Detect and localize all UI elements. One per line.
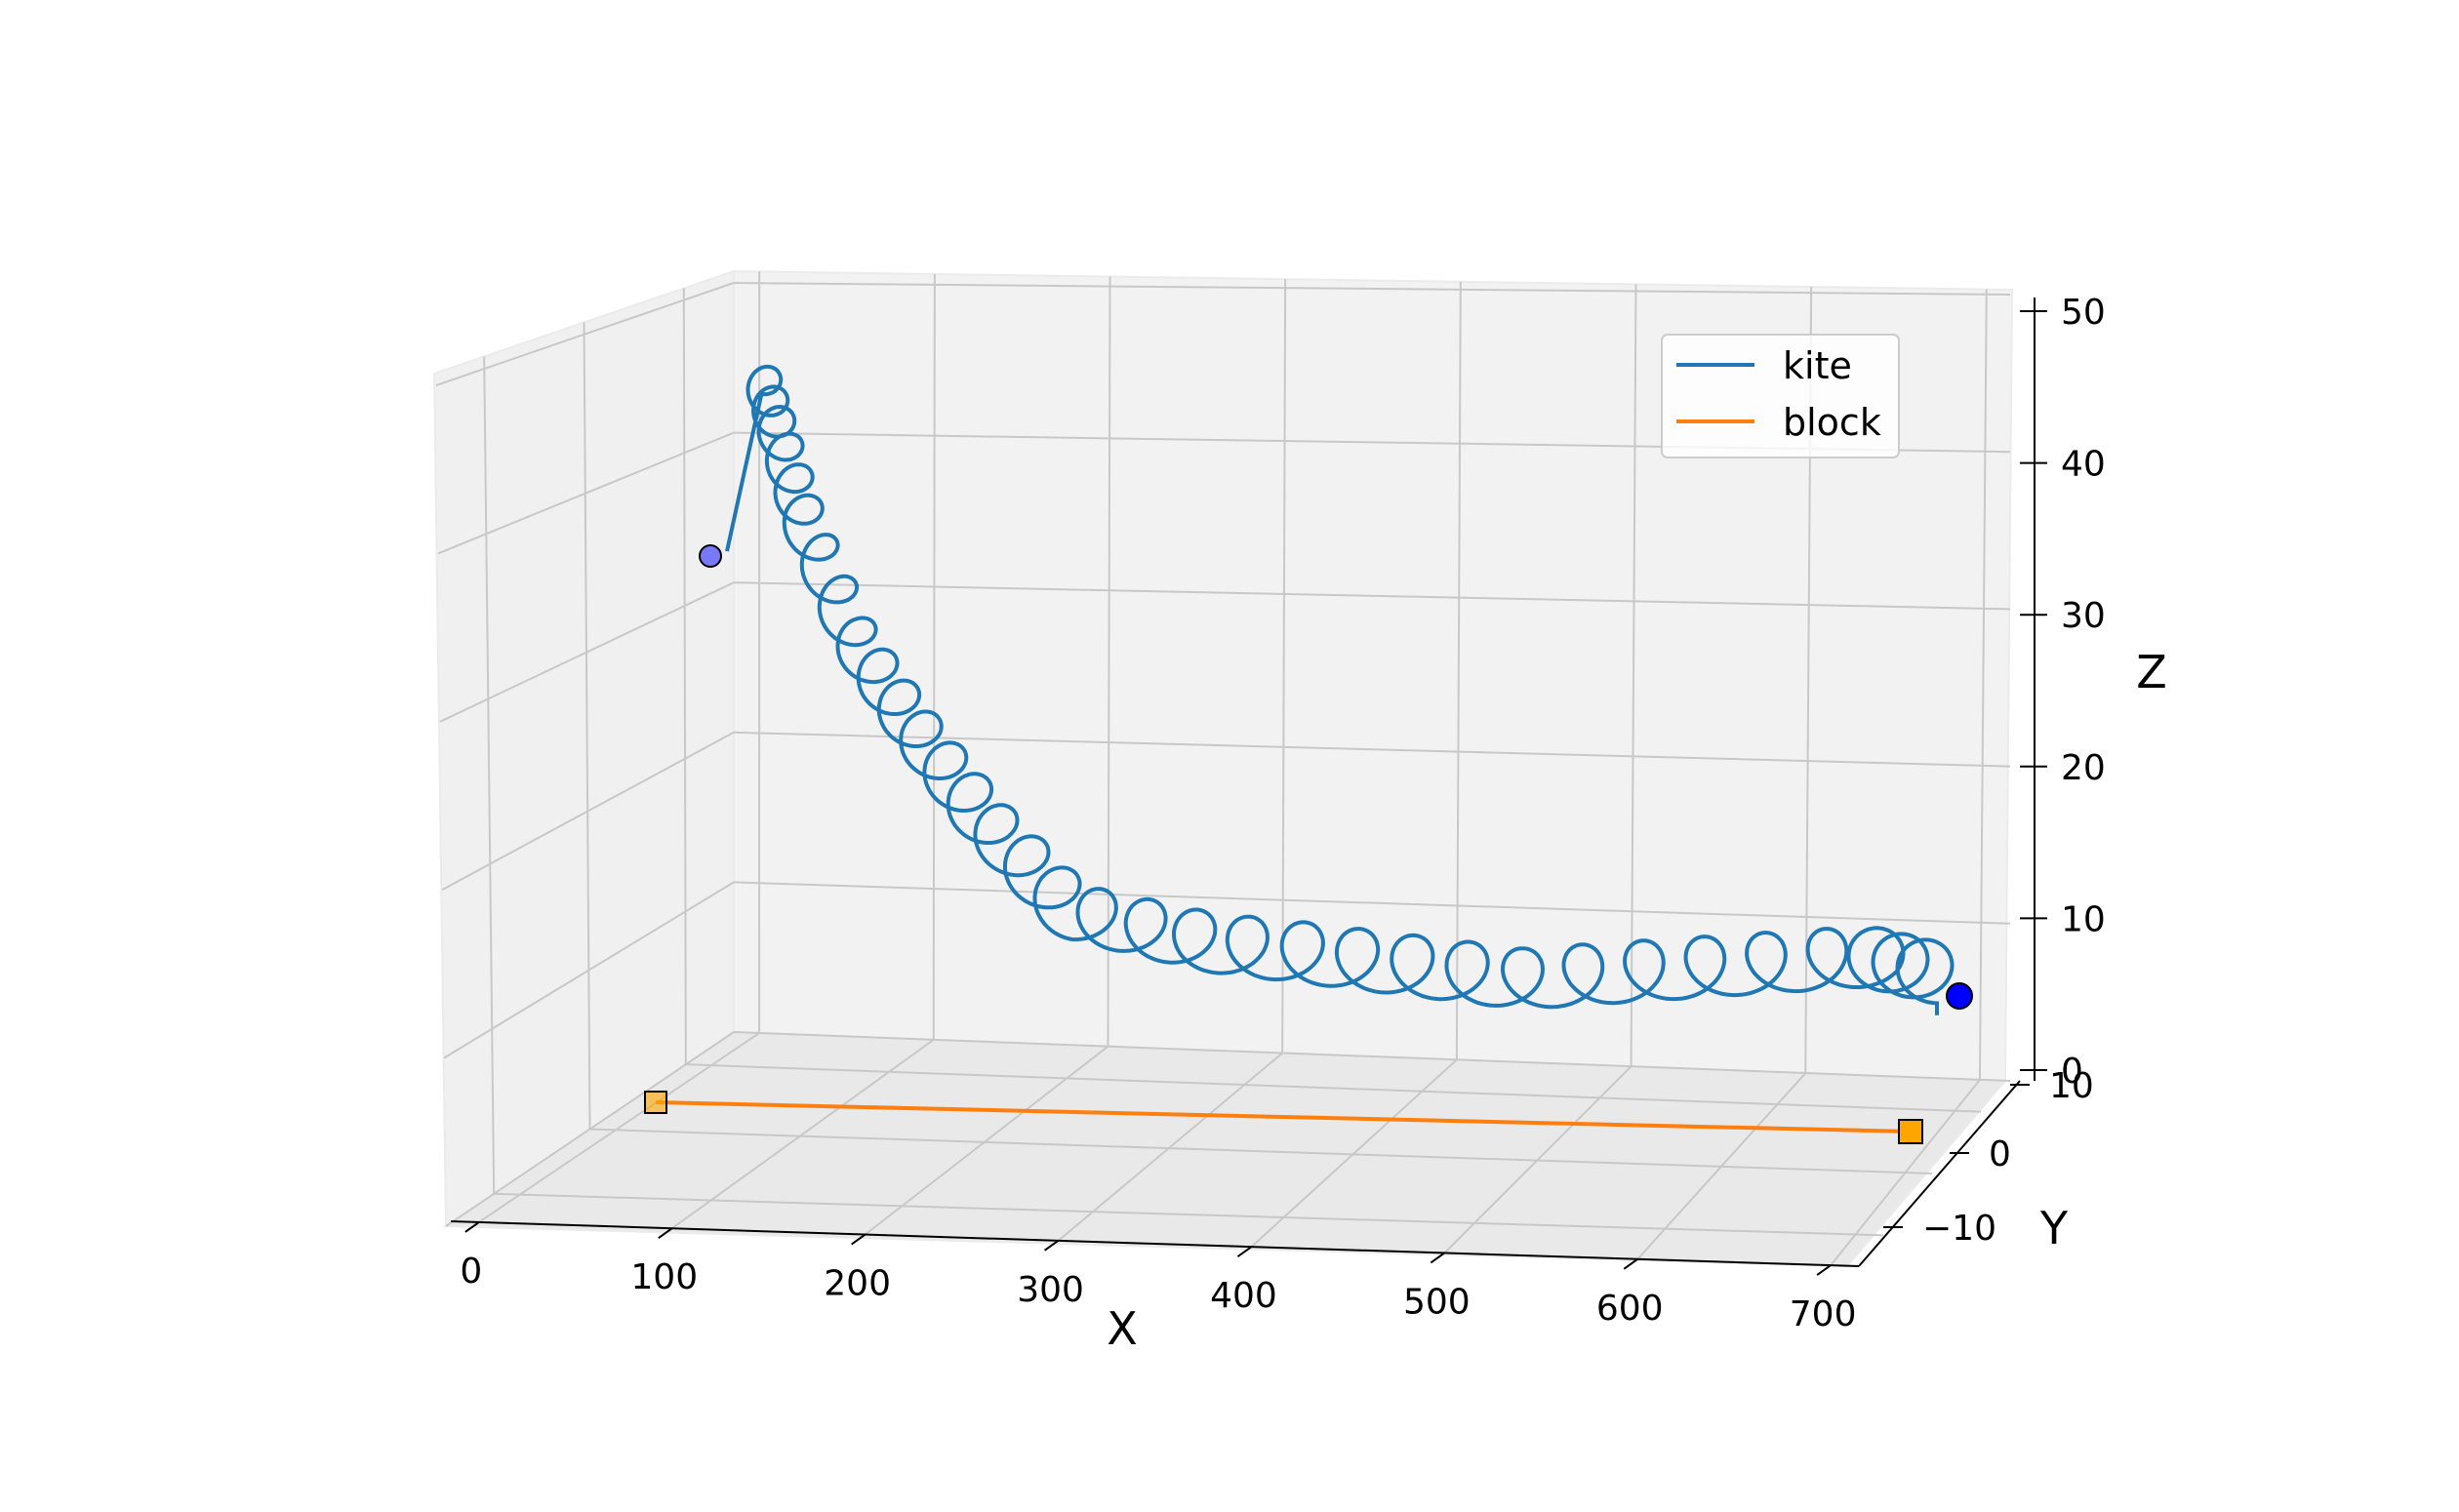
legend-kite-label: kite xyxy=(1783,344,1852,387)
x-ticks: 0 100 200 300 400 500 600 700 xyxy=(460,1221,1857,1334)
x-tick-mark xyxy=(1816,1264,1832,1276)
grid-y-side-line xyxy=(583,322,591,1130)
y-ticks: −10 0 10 xyxy=(1883,1066,2094,1249)
x-tick-mark xyxy=(1236,1246,1253,1257)
x-tick-mark xyxy=(851,1233,867,1246)
x-tick-label: 100 xyxy=(630,1257,698,1297)
x-tick-mark xyxy=(658,1227,673,1240)
block-start-marker xyxy=(644,1091,667,1114)
grid-x-wall-line xyxy=(1281,279,1287,1054)
x-tick-label: 300 xyxy=(1017,1270,1084,1310)
y-axis-line xyxy=(1858,1080,2021,1267)
z-axis-label: Z xyxy=(2136,646,2167,698)
grid-x-wall-line xyxy=(1978,289,1988,1081)
legend-block-label: block xyxy=(1783,401,1881,444)
y-tick-label: 0 xyxy=(1989,1134,2011,1174)
x-tick-label: 600 xyxy=(1596,1289,1664,1329)
x-tick-mark xyxy=(1430,1252,1445,1264)
legend: kite block xyxy=(1661,334,1900,458)
grid-x-wall-line xyxy=(1630,284,1637,1067)
kite-start-marker xyxy=(699,544,722,568)
grid-z-back-line xyxy=(733,731,2011,768)
block-end-marker xyxy=(1898,1119,1923,1144)
grid-x-wall-line xyxy=(932,273,936,1040)
z-tick-label: 20 xyxy=(2061,748,2106,788)
z-ticks: 0 10 20 30 40 50 xyxy=(2020,293,2106,1092)
x-tick-label: 400 xyxy=(1210,1276,1277,1316)
z-tick-label: 10 xyxy=(2061,899,2106,939)
z-tick-label: 0 xyxy=(2061,1052,2083,1092)
x-tick-label: 700 xyxy=(1790,1294,1857,1334)
x-axis-label: X xyxy=(1107,1302,1138,1355)
y-tick-label: −10 xyxy=(1922,1209,1996,1249)
x-axis-line xyxy=(450,1220,1860,1267)
y-tick-label: 10 xyxy=(2049,1066,2094,1106)
z-tick-label: 30 xyxy=(2061,596,2106,636)
z-tick-label: 50 xyxy=(2061,293,2106,333)
block-series-line xyxy=(655,1100,1912,1134)
axis-panes xyxy=(432,269,2014,1268)
x-tick-label: 500 xyxy=(1403,1282,1471,1322)
x-tick-mark xyxy=(464,1221,480,1233)
x-tick-mark xyxy=(1623,1257,1638,1270)
grid-lines xyxy=(435,271,2011,1266)
grid-x-wall-line xyxy=(1455,281,1462,1060)
grid-y-side-line xyxy=(483,356,496,1194)
kite-end-marker xyxy=(1946,982,1973,1010)
grid-y-floor-line xyxy=(589,1128,1933,1174)
x-tick-label: 200 xyxy=(824,1264,891,1304)
grid-x-wall-line xyxy=(1107,276,1111,1047)
y-axis-label: Y xyxy=(2039,1202,2069,1254)
grid-z-back-line xyxy=(733,881,2011,925)
grid-z-back-line xyxy=(733,581,2011,611)
axes xyxy=(450,298,2036,1267)
grid-y-side-line xyxy=(682,288,687,1065)
series-layer xyxy=(644,364,1973,1144)
grid-y-floor-line xyxy=(494,1192,1884,1237)
grid-z-back-line xyxy=(733,282,2011,296)
z-tick-label: 40 xyxy=(2061,445,2106,485)
grid-y-floor-line xyxy=(685,1063,1982,1113)
grid-z-back-line xyxy=(733,1031,2011,1082)
x-tick-mark xyxy=(1043,1240,1060,1252)
kite-series-line xyxy=(725,364,1955,1015)
x-tick-label: 0 xyxy=(460,1252,482,1292)
